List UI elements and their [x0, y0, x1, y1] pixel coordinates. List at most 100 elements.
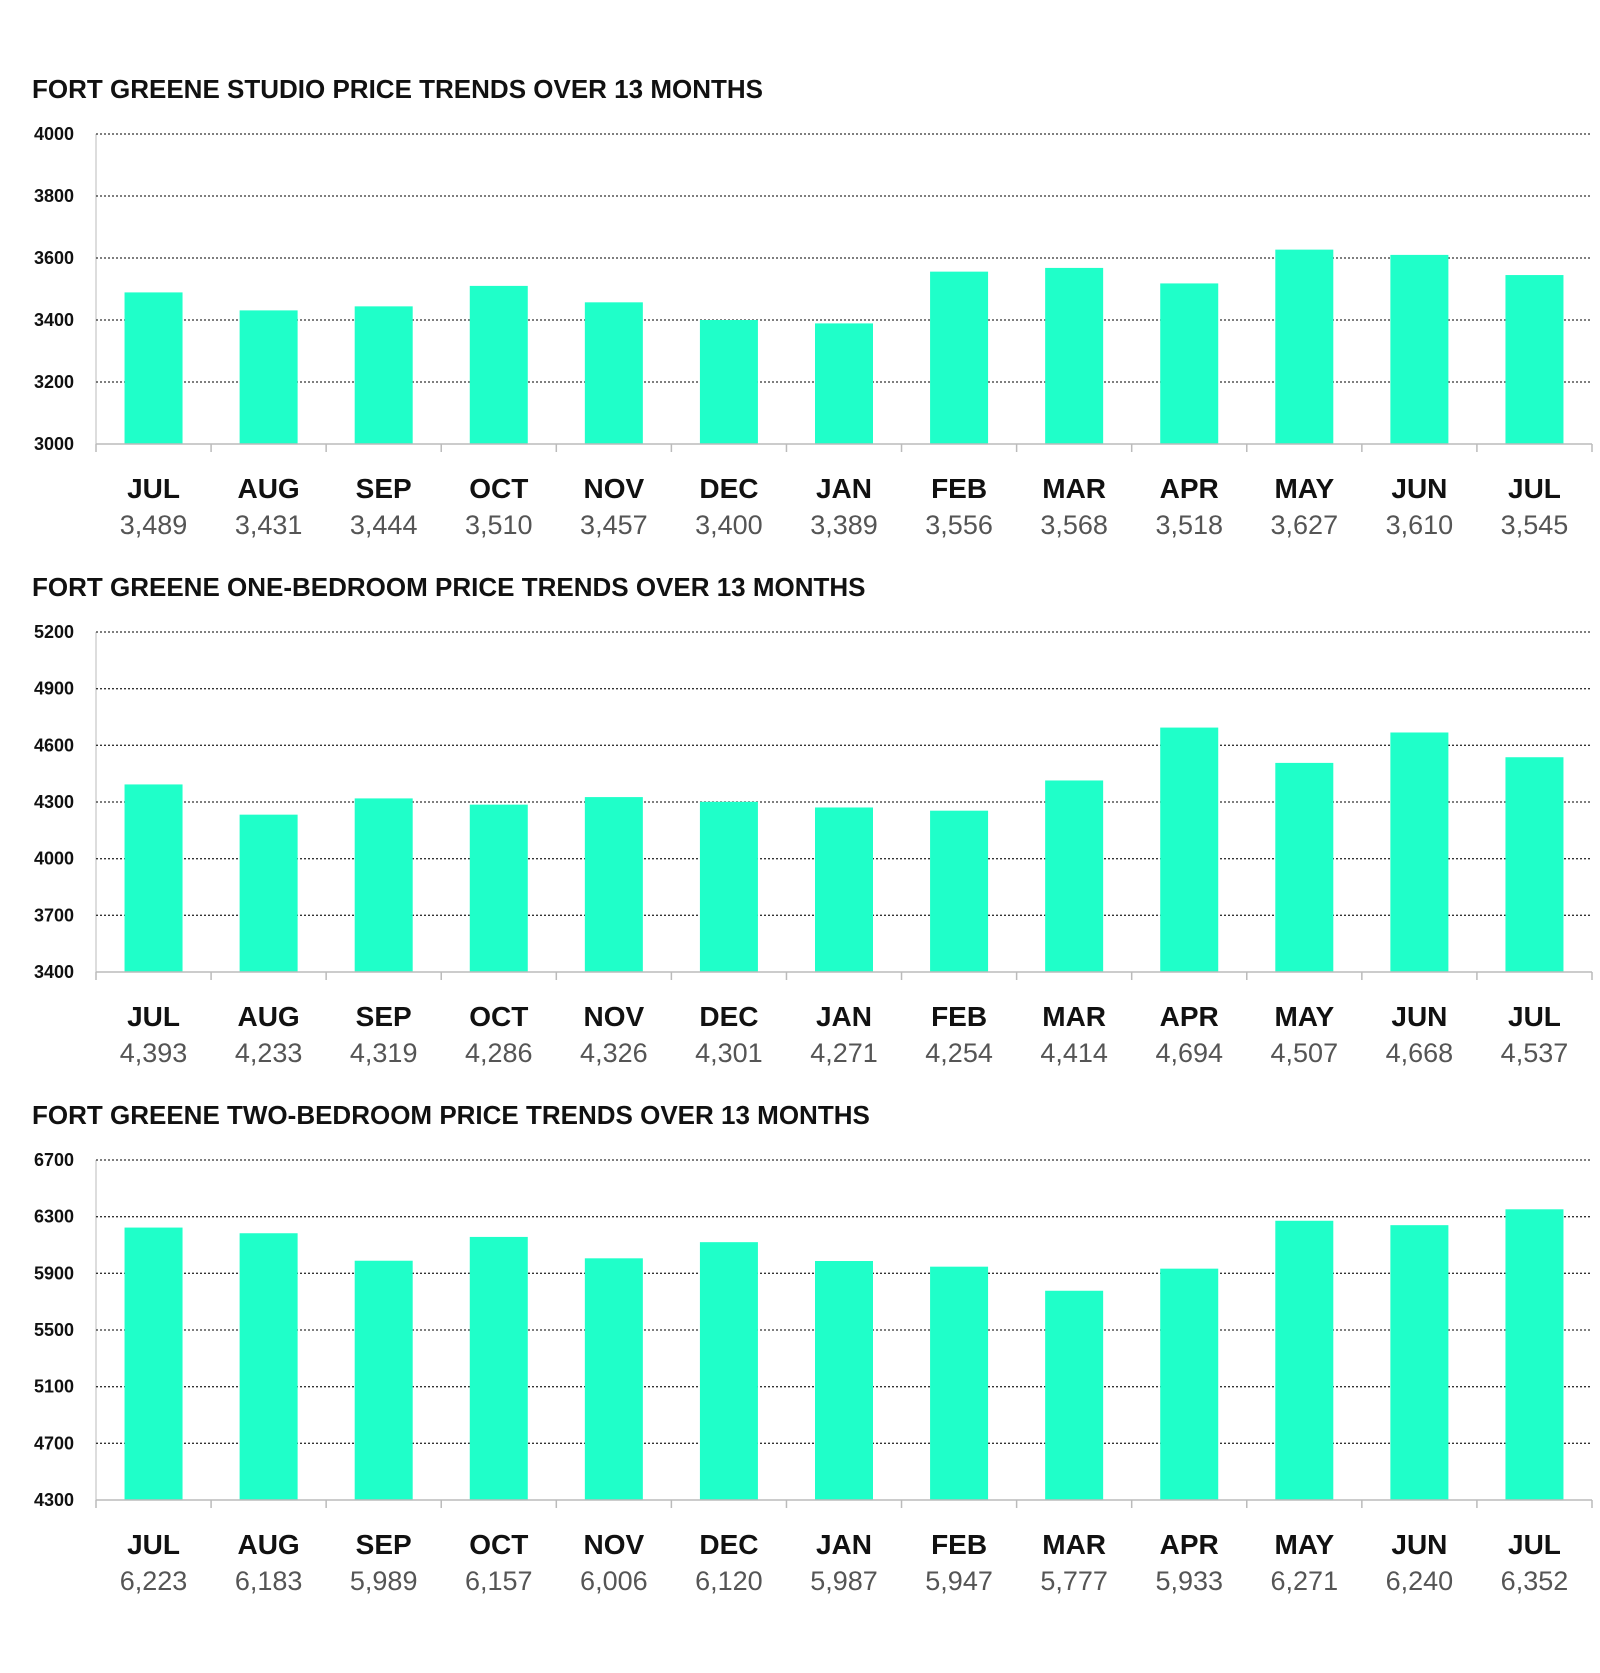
data-label: 6,120: [695, 1566, 763, 1596]
x-tick-label: APR: [1160, 473, 1219, 504]
x-tick-label: JUN: [1391, 1529, 1447, 1560]
data-label: 3,389: [810, 510, 878, 540]
studio-chart-plot: 4000 3800 3600 3400 3200 3000 JUL 3,489 AUG 3,431…: [34, 124, 1593, 540]
bar: [354, 1260, 413, 1500]
data-label: 3,400: [695, 510, 763, 540]
bar: [1505, 757, 1564, 972]
bar: [699, 1242, 758, 1500]
bar: [239, 1233, 298, 1500]
y-tick-label: 3200: [34, 372, 74, 392]
x-tick-label: FEB: [931, 1529, 987, 1560]
x-tick-label: JUL: [1508, 1529, 1561, 1560]
x-tick-label: AUG: [237, 1001, 299, 1032]
y-tick-label: 4900: [34, 679, 74, 699]
data-label: 3,518: [1155, 510, 1223, 540]
bar: [1505, 275, 1564, 444]
data-label: 4,271: [810, 1038, 878, 1068]
bar: [124, 292, 183, 444]
bar: [354, 306, 413, 444]
bar: [1390, 732, 1449, 972]
data-label: 6,006: [580, 1566, 648, 1596]
y-tick-label: 5200: [34, 622, 74, 642]
x-tick-label: APR: [1160, 1001, 1219, 1032]
data-label: 4,326: [580, 1038, 648, 1068]
data-label: 5,947: [925, 1566, 993, 1596]
y-tick-label: 3700: [34, 905, 74, 925]
bar: [699, 320, 758, 444]
data-label: 5,933: [1155, 1566, 1223, 1596]
data-label: 6,271: [1271, 1566, 1339, 1596]
bar: [584, 797, 643, 972]
data-label: 4,393: [120, 1038, 188, 1068]
data-label: 3,489: [120, 510, 188, 540]
y-tick-label: 4300: [34, 792, 74, 812]
data-label: 4,668: [1386, 1038, 1454, 1068]
data-label: 4,414: [1040, 1038, 1108, 1068]
y-tick-label: 5500: [34, 1320, 74, 1340]
data-label: 3,556: [925, 510, 993, 540]
data-label: 6,240: [1386, 1566, 1454, 1596]
bar: [239, 310, 298, 444]
y-tick-label: 3000: [34, 434, 74, 454]
data-label: 4,233: [235, 1038, 303, 1068]
data-label: 5,987: [810, 1566, 878, 1596]
y-tick-label: 4000: [34, 849, 74, 869]
y-tick-label: 4300: [34, 1490, 74, 1510]
two-bedroom-chart: FORT GREENE TWO-BEDROOM PRICE TRENDS OVE…: [0, 1100, 1600, 1620]
data-label: 6,352: [1501, 1566, 1569, 1596]
bar: [1045, 780, 1104, 972]
x-tick-label: DEC: [699, 1001, 758, 1032]
bar: [239, 814, 298, 972]
bar: [930, 1266, 989, 1500]
y-tick-label: 4600: [34, 735, 74, 755]
one-bedroom-chart-plot: 5200 4900 4600 4300 4000 3700 3400 JUL 4,393 AUG 4…: [34, 622, 1593, 1068]
data-label: 3,568: [1040, 510, 1108, 540]
data-label: 3,545: [1501, 510, 1569, 540]
data-label: 6,223: [120, 1566, 188, 1596]
chart-title: FORT GREENE STUDIO PRICE TRENDS OVER 13 …: [32, 74, 763, 104]
x-tick-label: OCT: [469, 1529, 528, 1560]
y-tick-label: 3800: [34, 186, 74, 206]
bar: [584, 1258, 643, 1500]
bar: [930, 271, 989, 444]
bar: [469, 1236, 528, 1500]
data-label: 4,319: [350, 1038, 418, 1068]
data-label: 6,183: [235, 1566, 303, 1596]
x-tick-label: DEC: [699, 473, 758, 504]
chart-title: FORT GREENE ONE-BEDROOM PRICE TRENDS OVE…: [32, 572, 866, 602]
x-tick-label: MAR: [1042, 1529, 1106, 1560]
bar: [469, 285, 528, 444]
bar: [815, 323, 873, 444]
x-tick-label: MAR: [1042, 473, 1106, 504]
y-tick-label: 5900: [34, 1263, 74, 1283]
bar: [1160, 283, 1219, 444]
x-tick-label: JUL: [127, 473, 180, 504]
x-tick-label: JUL: [127, 1529, 180, 1560]
x-tick-label: JUL: [127, 1001, 180, 1032]
x-tick-label: MAY: [1274, 1529, 1334, 1560]
x-tick-label: JUN: [1391, 1001, 1447, 1032]
data-label: 3,610: [1386, 510, 1454, 540]
data-label: 3,431: [235, 510, 303, 540]
bar: [1390, 254, 1449, 444]
chart-title: FORT GREENE TWO-BEDROOM PRICE TRENDS OVE…: [32, 1100, 870, 1130]
data-label: 3,627: [1271, 510, 1339, 540]
y-tick-label: 3400: [34, 962, 74, 982]
x-tick-label: AUG: [237, 473, 299, 504]
x-tick-label: NOV: [584, 473, 645, 504]
x-tick-label: OCT: [469, 1001, 528, 1032]
bar: [1390, 1225, 1449, 1500]
data-label: 5,989: [350, 1566, 418, 1596]
x-tick-label: SEP: [356, 1001, 412, 1032]
x-tick-label: OCT: [469, 473, 528, 504]
bar: [699, 801, 758, 972]
two-bedroom-chart-plot: 6700 6300 5900 5500 5100 4700 4300 JUL 6,223 AUG 6…: [34, 1150, 1593, 1596]
y-tick-label: 4000: [34, 124, 74, 144]
x-tick-label: MAY: [1274, 1001, 1334, 1032]
x-tick-label: NOV: [584, 1001, 645, 1032]
bar: [1045, 1290, 1104, 1500]
data-label: 4,301: [695, 1038, 763, 1068]
x-tick-label: JAN: [816, 1001, 872, 1032]
bar: [1045, 267, 1104, 444]
data-label: 3,444: [350, 510, 418, 540]
